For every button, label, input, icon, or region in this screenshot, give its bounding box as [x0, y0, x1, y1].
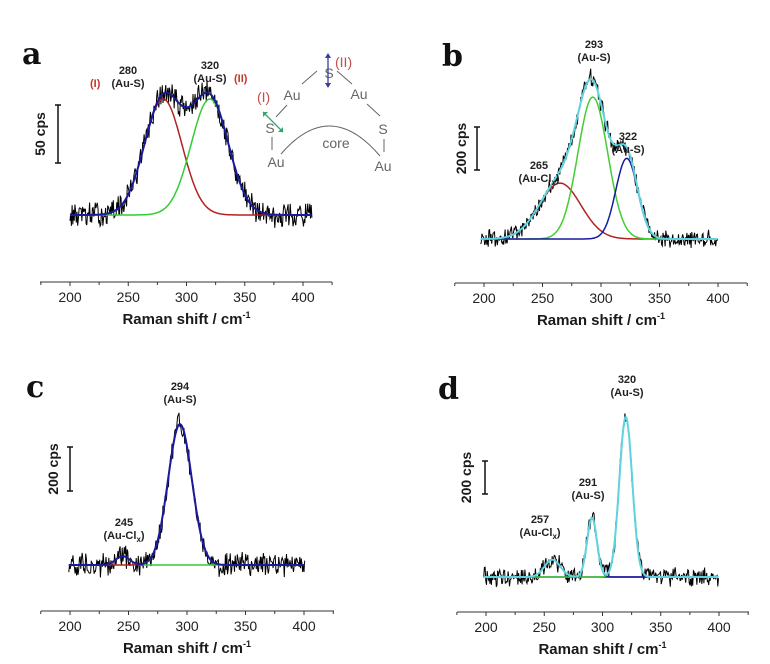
scheme-sulfur-left: S	[265, 120, 274, 136]
peak-label-assignment: (Au-S)	[578, 52, 611, 64]
x-tick-label: 400	[706, 290, 730, 306]
scheme-gold-bottom-left: Au	[267, 154, 284, 170]
peak-label-value: 320	[618, 374, 636, 386]
peak-label-value: 291	[579, 477, 597, 489]
panel-letter: c	[26, 370, 44, 405]
scale-bar-label: 200 cps	[45, 443, 61, 495]
mode-i-arrowhead-icon	[263, 112, 268, 117]
mode-ii-arrowhead-icon	[325, 53, 331, 58]
x-tick-label: 400	[707, 619, 731, 635]
x-axis-title-superscript: -1	[243, 639, 251, 649]
scheme-gold-right: Au	[350, 86, 367, 102]
peak-label-value: 265	[530, 160, 548, 172]
x-tick-label: 250	[533, 619, 557, 635]
peak-label-assignment: (Au-S)	[572, 490, 605, 502]
panel-a: a 200 250 300 350 400 Raman shift / cm-1 50 cps…	[22, 37, 392, 328]
cumulative-fit-line	[70, 91, 312, 216]
scheme-gold-left: Au	[283, 87, 300, 103]
raw-spectrum-line	[69, 79, 313, 229]
x-tick-label: 250	[117, 289, 141, 305]
scheme-gold-bottom-right: Au	[374, 158, 391, 174]
panel-letter: b	[442, 39, 463, 74]
cumulative-fit-line	[68, 423, 305, 566]
x-tick-label: 400	[291, 289, 315, 305]
x-tick-label: 350	[233, 289, 257, 305]
panel-d: d 200 250 300 350 400 Raman shift / cm-1 200 cp…	[438, 372, 749, 658]
peak-label-assignment: (Au-Clx)	[518, 173, 559, 187]
x-tick-label: 350	[649, 619, 673, 635]
cumulative-fit-line	[480, 78, 718, 240]
scheme-bond	[301, 70, 318, 85]
peak-label-value: 293	[585, 39, 603, 51]
binding-mode-scheme: S Au Au S S Au Au core (I) (II)	[257, 53, 392, 174]
peak-label-value: 294	[171, 381, 190, 393]
scheme-bond	[336, 70, 353, 85]
scale-bar-label: 200 cps	[458, 452, 474, 504]
mode-tag-II: (II)	[234, 73, 248, 85]
peak-label-value: 257	[531, 514, 549, 526]
x-axis-title: Raman shift / cm-1	[123, 639, 251, 657]
peak-label-assignment: (Au-S)	[194, 73, 227, 85]
scheme-mode-ii-label: (II)	[335, 54, 352, 70]
x-tick-label: 200	[472, 290, 496, 306]
scheme-core-arc	[280, 125, 381, 157]
peak-label-assignment: (Au-S)	[164, 394, 197, 406]
x-tick-label: 200	[58, 618, 82, 634]
peak-label-value: 320	[201, 60, 219, 72]
x-tick-label: 200	[474, 619, 498, 635]
scheme-mode-i-label: (I)	[257, 89, 270, 105]
x-tick-label: 350	[648, 290, 672, 306]
x-axis-title-superscript: -1	[243, 310, 251, 320]
peak-label-assignment: (Au-Clx)	[519, 527, 560, 541]
x-tick-label: 300	[591, 619, 615, 635]
scale-bar-label: 50 cps	[32, 112, 48, 156]
x-axis-title: Raman shift / cm-1	[122, 310, 250, 328]
scheme-bond	[366, 103, 381, 117]
x-tick-label: 300	[175, 618, 199, 634]
fit-peak-293-line	[480, 96, 718, 240]
panel-letter: a	[22, 37, 41, 72]
cumulative-fit-line	[483, 416, 719, 578]
x-axis-title-superscript: -1	[659, 640, 667, 650]
x-axis-title: Raman shift / cm-1	[538, 640, 666, 658]
panel-c: c 200 250 300 350 400 Raman shift / cm-1 200 cp…	[26, 370, 334, 657]
panel-letter: d	[438, 372, 459, 407]
peak-label-assignment: (Au-S)	[112, 78, 145, 90]
scheme-bond	[275, 104, 288, 118]
peak-label-value: 322	[619, 131, 637, 143]
x-axis-title: Raman shift / cm-1	[537, 311, 665, 329]
x-tick-label: 250	[531, 290, 555, 306]
panel-b: b 200 250 300 350 400 Raman shift / cm-1 200 cp…	[442, 39, 748, 329]
scheme-sulfur-top: S	[324, 65, 333, 81]
x-tick-label: 300	[589, 290, 613, 306]
x-tick-label: 300	[175, 289, 199, 305]
scheme-core-label: core	[322, 135, 349, 151]
x-axis-title-superscript: -1	[657, 311, 665, 321]
mode-tag-I: (I)	[90, 78, 101, 90]
peak-label-assignment: (Au-S)	[611, 387, 644, 399]
peak-label-value: 245	[115, 517, 133, 529]
scheme-sulfur-right: S	[378, 121, 387, 137]
peak-label-assignment: (Au-Clx)	[103, 530, 144, 544]
x-tick-label: 350	[234, 618, 258, 634]
mode-i-arrowhead-icon	[278, 127, 283, 132]
mode-ii-arrowhead-icon	[325, 83, 331, 88]
scale-bar-label: 200 cps	[453, 123, 469, 175]
x-tick-label: 200	[58, 289, 82, 305]
x-tick-label: 400	[292, 618, 316, 634]
peak-label-assignment: (Au-S)	[612, 144, 645, 156]
peak-label-value: 280	[119, 65, 137, 77]
x-tick-label: 250	[117, 618, 141, 634]
mode-i-arrow-icon	[262, 111, 284, 133]
raw-spectrum-line	[68, 412, 306, 578]
